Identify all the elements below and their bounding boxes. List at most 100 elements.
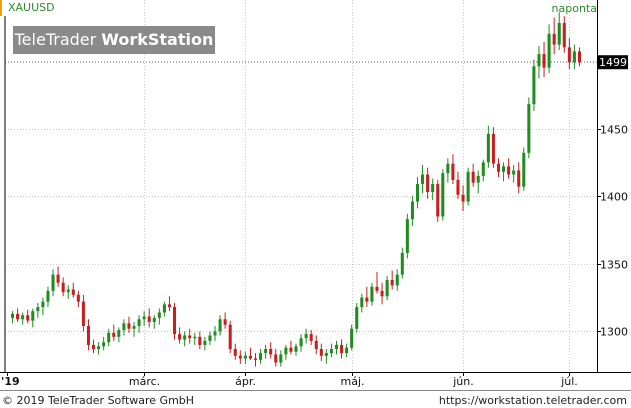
candle-body <box>243 355 247 359</box>
candle-body <box>456 179 460 195</box>
candle-up <box>294 343 298 356</box>
candle-body <box>223 319 227 325</box>
candle-up <box>284 344 288 360</box>
candle-body <box>527 104 531 153</box>
candle-down <box>274 349 278 367</box>
x-tick-label: ápr. <box>235 375 256 388</box>
candle-body <box>167 304 171 308</box>
candle-up <box>66 285 70 299</box>
candle-up <box>21 312 25 325</box>
candle-up <box>431 178 435 201</box>
candle-body <box>577 51 581 63</box>
candle-up <box>193 332 197 345</box>
candle-body <box>36 307 40 312</box>
source-url[interactable]: https://workstation.teletrader.com <box>438 394 627 407</box>
candle-down <box>319 343 323 362</box>
candle-up <box>345 343 349 358</box>
candle-body <box>51 274 55 291</box>
candle-body <box>97 346 101 350</box>
candle-body <box>147 316 151 322</box>
candle-body <box>71 289 75 295</box>
candle-down <box>289 340 293 355</box>
candle-body <box>415 183 420 202</box>
candle-body <box>350 328 354 348</box>
candle-up <box>446 158 450 183</box>
y-tick-label: 1350 <box>600 259 628 272</box>
candle-body <box>233 349 237 356</box>
candle-up <box>370 282 374 306</box>
candle-up <box>11 311 15 324</box>
candle-body <box>132 326 136 329</box>
logo-light-text: TeleTrader <box>14 30 102 49</box>
candle-series <box>11 12 581 367</box>
candle-body <box>340 344 344 354</box>
candle-up <box>122 319 126 336</box>
candle-down <box>172 303 177 340</box>
candle-down <box>228 320 232 354</box>
candle-up <box>400 247 404 279</box>
candle-body <box>86 326 90 345</box>
candle-body <box>61 282 65 293</box>
candle-body <box>218 319 222 332</box>
candle-body <box>491 133 495 164</box>
candle-down <box>61 277 65 297</box>
candle-up <box>527 97 531 159</box>
candle-up <box>572 44 576 69</box>
candle-body <box>279 354 283 363</box>
candle-down <box>198 331 202 350</box>
candle-body <box>365 297 369 302</box>
candle-down <box>309 330 313 345</box>
candle-down <box>269 342 273 359</box>
candle-body <box>345 347 349 354</box>
candle-body <box>284 347 288 355</box>
candle-up <box>213 326 217 341</box>
candle-down <box>167 296 171 312</box>
candle-body <box>380 290 384 297</box>
candle-down <box>26 309 30 324</box>
candle-down <box>340 339 344 359</box>
candle-down <box>552 17 556 55</box>
candle-up <box>350 324 354 351</box>
candle-body <box>557 22 561 45</box>
candle-down <box>147 308 151 328</box>
y-tick-label: 1300 <box>600 326 628 339</box>
candle-up <box>31 308 35 328</box>
candle-up <box>486 125 490 168</box>
candle-up <box>537 45 541 79</box>
candle-up <box>142 311 146 327</box>
candle-body <box>476 175 480 183</box>
candle-up <box>466 167 470 206</box>
candle-down <box>567 37 571 69</box>
candle-up <box>476 170 480 194</box>
candle-body <box>446 163 450 174</box>
copyright-text: © 2019 TeleTrader Software GmbH <box>2 394 195 407</box>
candle-up <box>329 343 333 358</box>
candle-body <box>269 349 273 355</box>
candle-up <box>102 336 106 351</box>
candle-up <box>46 286 50 308</box>
candle-body <box>188 335 192 339</box>
candle-up <box>259 349 263 364</box>
candle-body <box>66 289 70 293</box>
candle-body <box>471 171 475 183</box>
candle-body <box>532 66 536 105</box>
candle-body <box>127 323 131 329</box>
candle-up <box>36 303 40 318</box>
candle-body <box>11 313 15 318</box>
candle-body <box>41 301 45 308</box>
candle-body <box>56 274 60 283</box>
candle-down <box>112 324 116 341</box>
candle-body <box>309 334 313 341</box>
candle-body <box>360 297 364 308</box>
candle-body <box>426 174 430 193</box>
candle-body <box>319 349 323 356</box>
candle-up <box>547 24 551 74</box>
candle-up <box>410 196 414 226</box>
candle-body <box>248 355 252 359</box>
candle-down <box>491 127 495 168</box>
candle-down <box>127 316 131 333</box>
candle-down <box>375 271 379 294</box>
candle-body <box>294 346 298 352</box>
candle-body <box>208 335 212 341</box>
candle-body <box>572 51 576 63</box>
